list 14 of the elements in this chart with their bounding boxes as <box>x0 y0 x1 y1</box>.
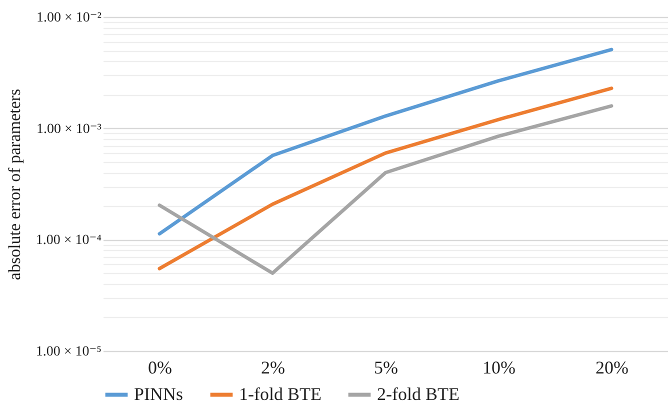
line-series <box>158 48 614 236</box>
x-tick-label: 10% <box>482 358 516 378</box>
y-tick-label: 1.00 × 10⁻⁴ <box>36 233 102 248</box>
x-tick-label: 2% <box>261 358 285 378</box>
x-tick-label: 0% <box>148 358 172 378</box>
y-tick-label: 1.00 × 10⁻⁵ <box>36 344 102 360</box>
x-tick-label: 20% <box>596 358 628 378</box>
y-tick-label: 1.00 × 10⁻³ <box>36 122 102 137</box>
x-tick-label: 5% <box>374 358 398 378</box>
legend-label: 2-fold BTE <box>377 384 460 404</box>
y-tick-label: 1.00 × 10⁻² <box>36 10 102 26</box>
y-axis-title: absolute error of parameters <box>4 88 24 280</box>
legend-label: 1-fold BTE <box>239 384 322 404</box>
legend-label: PINNs <box>134 384 184 404</box>
